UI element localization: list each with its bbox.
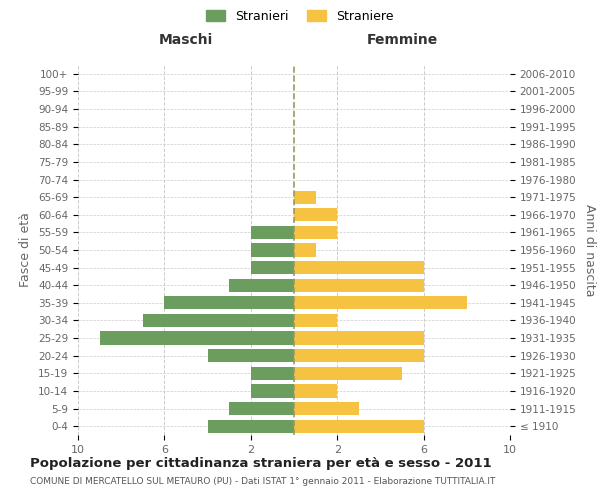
Bar (294, 261, 424, 274)
Y-axis label: Anni di nascita: Anni di nascita (583, 204, 596, 296)
Bar (251, 244, 294, 256)
Bar (294, 226, 337, 239)
Bar (164, 296, 294, 310)
Bar (294, 384, 337, 398)
Y-axis label: Fasce di età: Fasce di età (19, 212, 32, 288)
Bar (294, 349, 424, 362)
Bar (294, 366, 402, 380)
Text: Femmine: Femmine (367, 34, 437, 48)
Bar (251, 384, 294, 398)
Bar (294, 244, 316, 256)
Legend: Stranieri, Straniere: Stranieri, Straniere (203, 6, 397, 26)
Bar (294, 190, 316, 204)
Bar (229, 402, 294, 415)
Bar (294, 420, 424, 433)
Bar (251, 261, 294, 274)
Bar (251, 366, 294, 380)
Bar (100, 332, 294, 344)
Text: Popolazione per cittadinanza straniera per età e sesso - 2011: Popolazione per cittadinanza straniera p… (30, 458, 491, 470)
Bar (251, 226, 294, 239)
Bar (208, 420, 294, 433)
Bar (229, 278, 294, 292)
Bar (294, 314, 337, 327)
Bar (294, 402, 359, 415)
Text: Maschi: Maschi (159, 34, 213, 48)
Bar (143, 314, 294, 327)
Bar (294, 208, 337, 222)
Bar (294, 296, 467, 310)
Bar (208, 349, 294, 362)
Bar (294, 278, 424, 292)
Text: COMUNE DI MERCATELLO SUL METAURO (PU) - Dati ISTAT 1° gennaio 2011 - Elaborazion: COMUNE DI MERCATELLO SUL METAURO (PU) - … (30, 478, 496, 486)
Bar (294, 332, 424, 344)
